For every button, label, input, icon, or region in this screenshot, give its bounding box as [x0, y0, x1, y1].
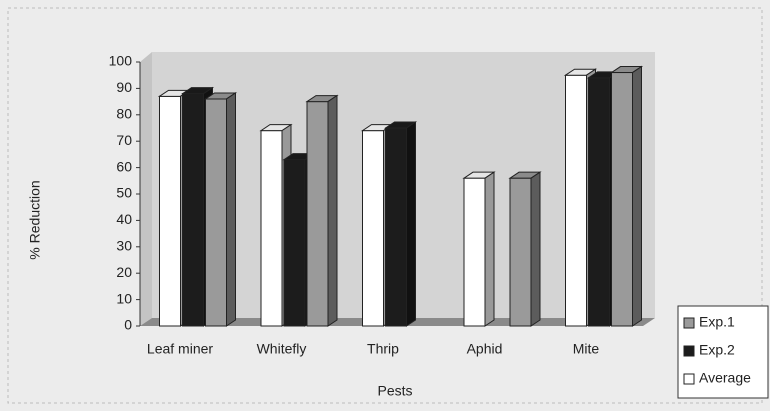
y-tick-label: 90 [116, 79, 132, 95]
y-tick-label: 70 [116, 132, 132, 148]
y-tick-label: 100 [109, 53, 133, 69]
bar-front [385, 127, 407, 327]
bar-front [509, 177, 532, 327]
y-tick-label: 10 [116, 290, 132, 306]
legend-label: Exp.1 [699, 314, 735, 330]
bar [203, 92, 238, 327]
bar [305, 94, 339, 327]
legend-swatch [683, 345, 695, 357]
bar-front [611, 72, 633, 327]
bar-side [327, 94, 338, 327]
frame [7, 7, 763, 404]
bar-front [463, 177, 486, 327]
legend-swatch [683, 317, 695, 329]
bar-front [588, 77, 610, 327]
bar [462, 171, 496, 327]
bar-front [306, 101, 329, 327]
bar [508, 171, 542, 327]
legend-swatch [683, 373, 695, 385]
bar [609, 65, 644, 327]
y-tick-label: 20 [116, 264, 132, 280]
bar-front [159, 95, 181, 327]
x-tick-label: Thrip [367, 341, 399, 357]
bar-front [283, 159, 306, 327]
bar-side [406, 121, 416, 327]
y-axis-title: % Reduction [27, 180, 43, 259]
bar [383, 121, 418, 327]
bar-side [632, 65, 642, 327]
x-tick-label: Aphid [467, 341, 503, 357]
side-wall [140, 52, 152, 326]
bar-side [530, 171, 541, 327]
bar-front [260, 130, 283, 327]
legend-label: Exp.2 [699, 342, 735, 358]
bar-front [362, 130, 384, 327]
y-tick-label: 40 [116, 211, 132, 227]
bar-front [565, 74, 587, 327]
y-tick-label: 0 [124, 317, 132, 333]
x-tick-label: Leaf miner [147, 341, 213, 357]
y-tick-label: 50 [116, 185, 132, 201]
bar-side [484, 171, 495, 327]
x-axis-title: Pests [377, 383, 412, 399]
legend-label: Average [699, 370, 751, 386]
y-tick-label: 80 [116, 106, 132, 122]
x-tick-label: Whitefly [257, 341, 307, 357]
y-tick-label: 30 [116, 238, 132, 254]
bar-front [182, 93, 204, 327]
bar-front [205, 98, 227, 327]
y-tick-label: 60 [116, 158, 132, 174]
bar-side [226, 92, 236, 327]
x-tick-label: Mite [573, 341, 600, 357]
